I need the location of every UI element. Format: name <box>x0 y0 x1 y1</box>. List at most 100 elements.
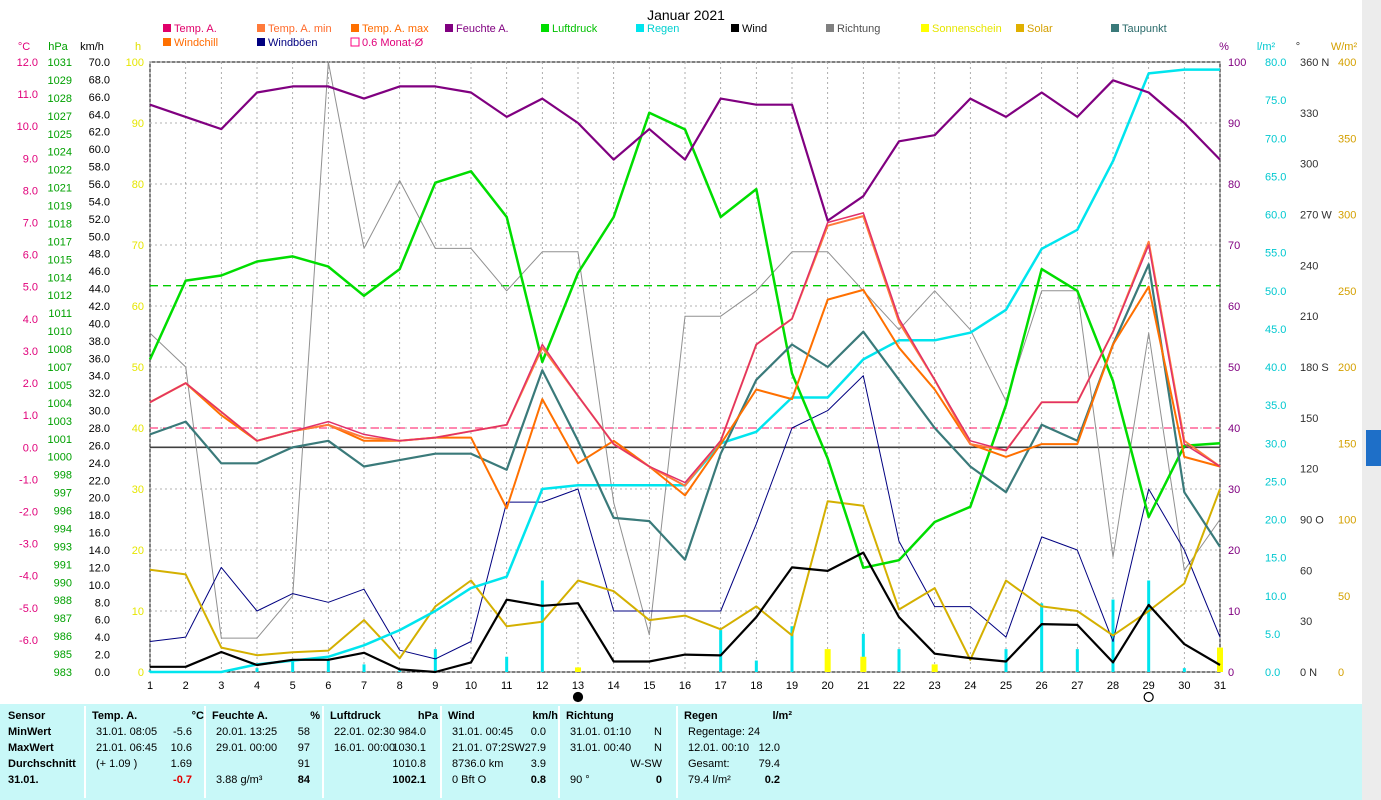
wind-tick-label: 6.0 <box>95 615 110 627</box>
weather-chart: 1 2 3 4 5 6 7 8 9 10 11 12 13 14 15 16 17 18 19 20 21 22 23 24 2… <box>17 7 1358 703</box>
direction-tick-label: 180 S <box>1300 362 1329 374</box>
chart-grid <box>149 61 1221 673</box>
wind-tick-label: 34.0 <box>89 371 110 383</box>
series-line-taupunkt <box>149 263 1221 561</box>
pressure-tick-label: 1008 <box>48 344 72 356</box>
stats-wind-value: 0.0 <box>530 726 546 738</box>
wind-tick-label: 56.0 <box>89 179 110 191</box>
legend-swatch <box>636 24 644 32</box>
rain-tick-label: 15.0 <box>1265 553 1286 565</box>
window-edge <box>1362 0 1381 800</box>
axis-unit-label: % <box>1219 41 1229 53</box>
stats-wind-value: 3.9 <box>530 758 546 770</box>
sun-hours-tick-label: 10 <box>132 606 144 618</box>
reference-lines <box>150 285 1220 449</box>
stats-feuchte-info: 3.88 g/m³ <box>216 774 263 786</box>
solar-tick-label: 100 <box>1338 515 1356 527</box>
stats-row-label: Durchschnitt <box>8 758 76 770</box>
humidity-tick-label: 70 <box>1228 240 1240 252</box>
humidity-tick-label: 90 <box>1228 118 1240 130</box>
x-tick-label: 26 <box>1036 680 1048 692</box>
rain-bar <box>398 670 402 672</box>
legend-swatch <box>731 24 739 32</box>
temp-tick-label: -3.0 <box>19 539 38 551</box>
wind-tick-label: 20.0 <box>89 493 110 505</box>
stats-column-separator <box>204 706 206 798</box>
x-tick-label: 23 <box>929 680 941 692</box>
humidity-tick-label: 0 <box>1228 667 1234 679</box>
humidity-tick-label: 30 <box>1228 484 1240 496</box>
stats-regen-info: Gesamt: <box>688 758 730 770</box>
stats-temp-header: Temp. A. <box>92 710 138 722</box>
chart-legend: Temp. A. Temp. A. min Temp. A. max Feuchte … <box>163 23 1167 49</box>
pressure-tick-label: 998 <box>54 470 72 482</box>
stats-regen-unit: l/m² <box>772 710 792 722</box>
stats-wind-unit: km/h <box>532 710 558 722</box>
x-tick-label: 24 <box>964 680 976 692</box>
legend-swatch <box>257 38 265 46</box>
wind-tick-label: 42.0 <box>89 301 110 313</box>
legend-swatch <box>921 24 929 32</box>
axis-unit-label: ° <box>1296 41 1300 53</box>
rain-tick-label: 10.0 <box>1265 591 1286 603</box>
stats-row-label: 31.01. <box>8 774 39 786</box>
stats-luftdruck-value: 1010.8 <box>392 758 426 770</box>
direction-tick-label: 0 N <box>1300 667 1317 679</box>
stats-luftdruck-unit: hPa <box>417 710 438 722</box>
legend-label: 0.6 Monat-Ø <box>362 37 424 49</box>
wind-tick-label: 68.0 <box>89 74 110 86</box>
stats-luftdruck-info: 16.01. 00:00 <box>334 742 396 754</box>
x-tick-label: 8 <box>397 680 403 692</box>
rain-tick-label: 0.0 <box>1265 667 1280 679</box>
x-tick-label: 6 <box>325 680 331 692</box>
pressure-tick-label: 1012 <box>48 290 72 302</box>
x-tick-label: 21 <box>857 680 869 692</box>
pressure-tick-label: 1007 <box>48 362 72 374</box>
stats-panel: Sensor MinWert MaxWert Durchschnitt 31.0… <box>0 704 1362 800</box>
legend-swatch <box>257 24 265 32</box>
wind-tick-label: 54.0 <box>89 196 110 208</box>
stats-temp-value: -0.7 <box>173 774 192 786</box>
wind-tick-label: 32.0 <box>89 388 110 400</box>
x-tick-label: 29 <box>1143 680 1155 692</box>
stats-richtung-header: Richtung <box>566 710 614 722</box>
series-line-feuchte-a- <box>149 79 1221 222</box>
rain-tick-label: 45.0 <box>1265 324 1286 336</box>
stats-luftdruck-value: 984.0 <box>398 726 426 738</box>
stats-feuchte-value: 91 <box>297 758 310 770</box>
pressure-tick-label: 1021 <box>48 183 72 195</box>
rain-tick-label: 20.0 <box>1265 515 1286 527</box>
x-tick-label: 5 <box>290 680 296 692</box>
legend-label: Feuchte A. <box>456 23 509 35</box>
wind-tick-label: 44.0 <box>89 284 110 296</box>
wind-tick-label: 46.0 <box>89 266 110 278</box>
direction-tick-label: 270 W <box>1300 210 1332 222</box>
temp-tick-label: 2.0 <box>23 378 38 390</box>
legend-label: Taupunkt <box>1122 23 1167 35</box>
legend-swatch <box>351 24 359 32</box>
sun-hours-tick-label: 50 <box>132 362 144 374</box>
sunshine-bar <box>1217 647 1223 672</box>
temp-tick-label: -1.0 <box>19 474 38 486</box>
direction-tick-label: 90 O <box>1300 515 1324 527</box>
pressure-tick-label: 997 <box>54 488 72 500</box>
stats-regen-info: Regentage: 24 <box>688 726 761 738</box>
series-line-windb-en <box>149 375 1221 660</box>
legend-label: Solar <box>1027 23 1053 35</box>
x-tick-label: 12 <box>536 680 548 692</box>
chart-title: Januar 2021 <box>647 7 725 23</box>
stats-column-separator <box>558 706 560 798</box>
stats-regen-value: 79.4 <box>758 758 780 770</box>
rain-tick-label: 55.0 <box>1265 248 1286 260</box>
wind-tick-label: 14.0 <box>89 545 110 557</box>
wind-tick-label: 62.0 <box>89 127 110 139</box>
pressure-tick-label: 1029 <box>48 75 72 87</box>
axis-unit-label: W/m² <box>1331 41 1358 53</box>
stats-richtung-value: N <box>654 742 662 754</box>
sun-hours-tick-label: 100 <box>126 57 144 69</box>
temp-tick-label: 11.0 <box>17 89 38 101</box>
legend-label: Sonnenschein <box>932 23 1002 35</box>
stats-temp-value: 10.6 <box>170 742 192 754</box>
stats-column-separator <box>676 706 678 798</box>
solar-tick-label: 250 <box>1338 286 1356 298</box>
